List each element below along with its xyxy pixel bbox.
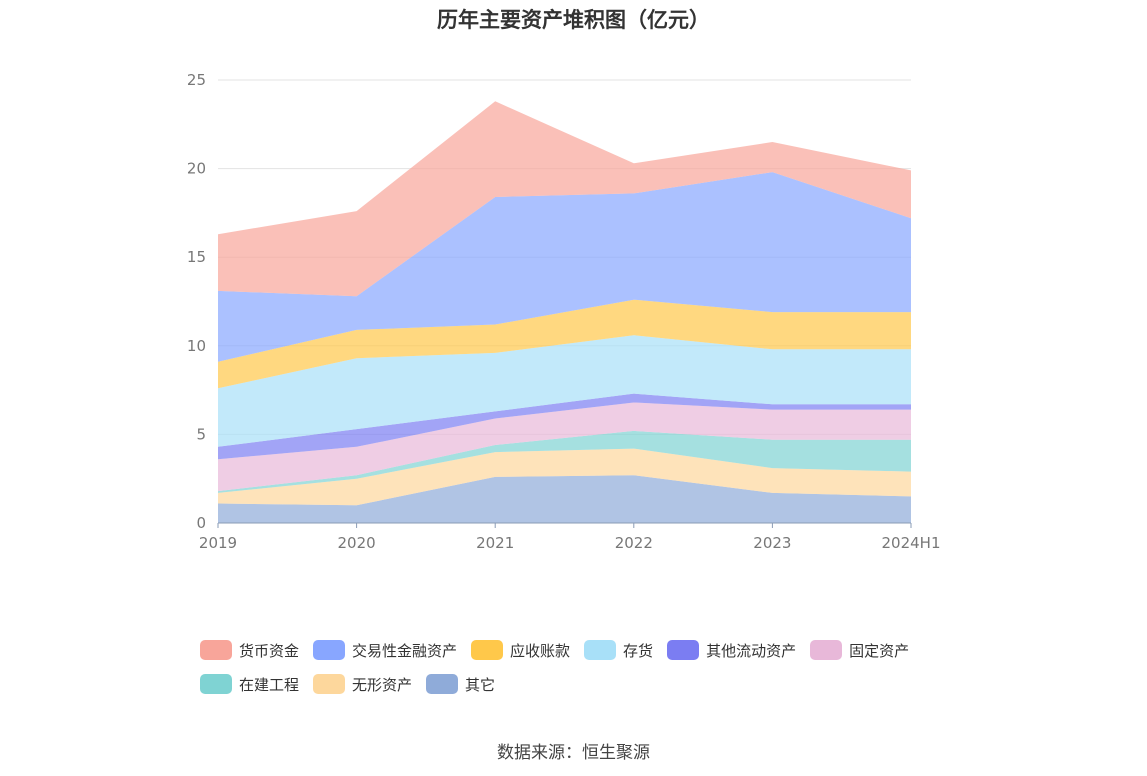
legend-label: 交易性金融资产 — [352, 641, 458, 660]
y-tick-label: 25 — [187, 71, 206, 89]
legend-swatch — [313, 640, 346, 660]
area-存货 — [218, 335, 911, 447]
legend-label: 其他流动资产 — [706, 641, 797, 660]
legend-item[interactable]: 应收账款 — [471, 638, 570, 662]
area-无形资产 — [218, 448, 911, 506]
x-tick-label: 2021 — [476, 534, 514, 552]
legend-label: 其它 — [465, 675, 496, 694]
legend-item[interactable]: 无形资产 — [313, 672, 412, 696]
y-tick-label: 5 — [196, 425, 206, 443]
data-source: 数据来源：恒生聚源 — [497, 743, 650, 763]
legend-item[interactable]: 其它 — [426, 672, 495, 696]
legend-swatch — [584, 640, 617, 660]
legend-label: 无形资产 — [352, 675, 413, 694]
legend-swatch — [426, 674, 459, 694]
y-tick-label: 15 — [187, 248, 206, 266]
legend-label: 货币资金 — [239, 641, 300, 660]
legend-label: 存货 — [623, 641, 654, 660]
legend-swatch — [810, 640, 843, 660]
y-tick-label: 20 — [187, 160, 206, 178]
legend-swatch — [667, 640, 700, 660]
legend-label: 应收账款 — [510, 641, 571, 660]
area-应收账款 — [218, 299, 911, 389]
x-tick-label: 2019 — [199, 534, 237, 552]
legend-item[interactable]: 货币资金 — [200, 638, 299, 662]
legend-label: 在建工程 — [239, 675, 300, 694]
stacked-area-chart: 0 5 10 15 20 25 2019 2020 2021 2022 2023 2024H1 — [187, 71, 941, 552]
legend-item[interactable]: 固定资产 — [810, 638, 909, 662]
legend-item[interactable]: 其他流动资产 — [667, 638, 796, 662]
legend-item[interactable]: 存货 — [584, 638, 653, 662]
legend-swatch — [200, 674, 232, 694]
legend-item[interactable]: 交易性金融资产 — [313, 638, 457, 662]
y-tick-label: 0 — [196, 514, 206, 532]
x-tick-label: 2023 — [753, 534, 791, 552]
y-tick-label: 10 — [187, 337, 206, 355]
legend-label: 固定资产 — [849, 641, 910, 660]
area-在建工程 — [218, 430, 911, 493]
area-其他流动资产 — [218, 393, 911, 460]
area-其它 — [218, 475, 911, 523]
legend-item[interactable]: 在建工程 — [200, 672, 299, 696]
x-tick-label: 2022 — [615, 534, 653, 552]
chart-legend: 货币资金 交易性金融资产 应收账款 存货 其他流动资产 固定资产在建工程 无形资产 其它 — [200, 638, 980, 696]
legend-swatch — [313, 674, 346, 694]
area-固定资产 — [218, 402, 911, 492]
legend-swatch — [200, 640, 232, 660]
chart-title: 历年主要资产堆积图（亿元） — [437, 8, 710, 32]
x-tick-label: 2024H1 — [882, 534, 941, 552]
x-tick-label: 2020 — [338, 534, 376, 552]
legend-swatch — [471, 640, 504, 660]
area-交易性金融资产 — [218, 172, 911, 362]
area-货币资金 — [218, 101, 911, 297]
